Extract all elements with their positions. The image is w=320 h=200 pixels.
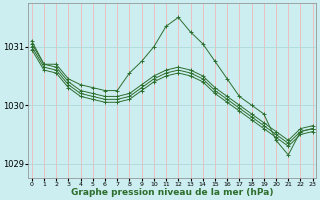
X-axis label: Graphe pression niveau de la mer (hPa): Graphe pression niveau de la mer (hPa) xyxy=(71,188,274,197)
